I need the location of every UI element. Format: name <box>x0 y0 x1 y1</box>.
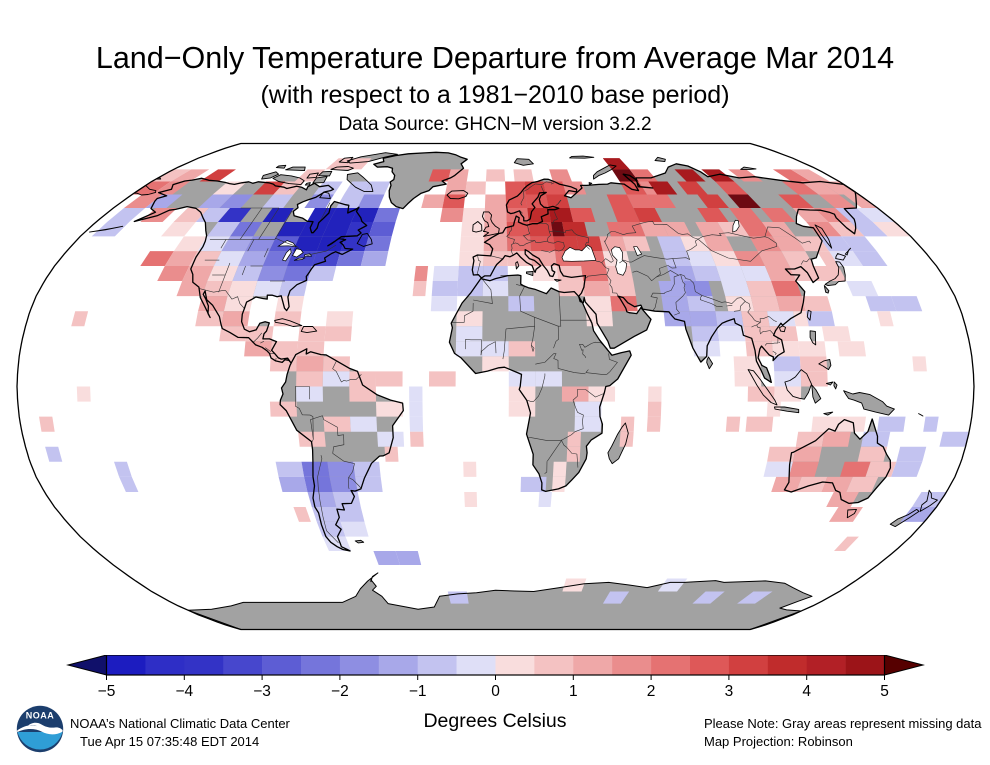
svg-text:−2: −2 <box>331 683 349 700</box>
svg-text:−3: −3 <box>253 683 271 700</box>
svg-text:NOAA: NOAA <box>26 711 55 721</box>
svg-text:2: 2 <box>647 683 656 700</box>
svg-text:3: 3 <box>725 683 734 700</box>
svg-text:−1: −1 <box>409 683 427 700</box>
svg-text:5: 5 <box>880 683 889 700</box>
svg-text:−4: −4 <box>175 683 193 700</box>
svg-text:−5: −5 <box>98 683 116 700</box>
svg-text:0: 0 <box>491 683 500 700</box>
svg-text:1: 1 <box>569 683 578 700</box>
svg-text:4: 4 <box>802 683 811 700</box>
